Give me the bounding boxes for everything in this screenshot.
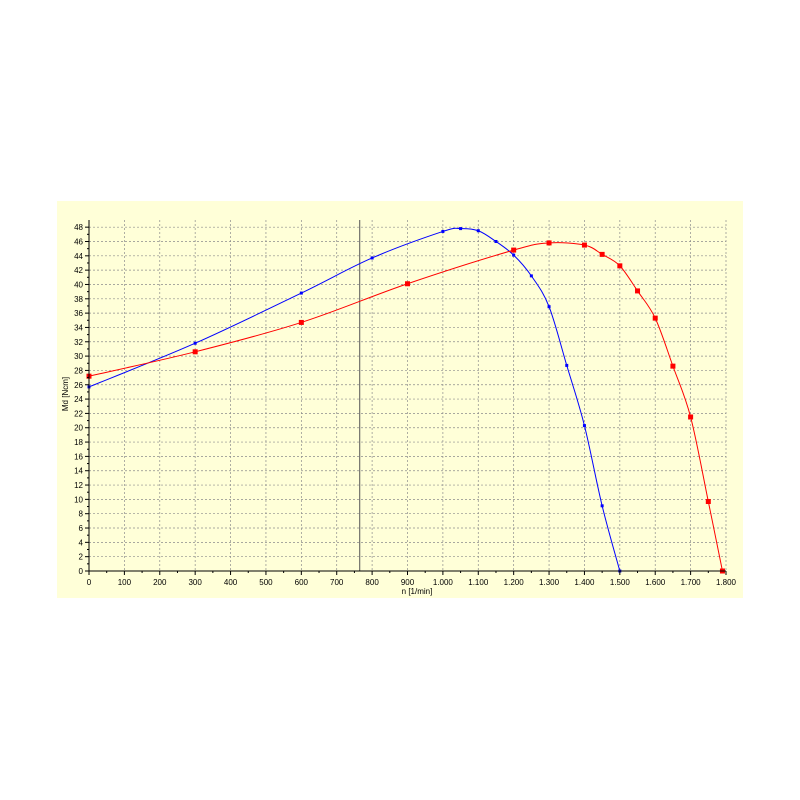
y-tick-label: 14 <box>74 467 83 476</box>
x-tick-label: 1.000 <box>433 578 454 587</box>
data-point <box>617 263 623 269</box>
y-tick-label: 12 <box>74 481 83 490</box>
chart-panel: 0 100 200 300 400 500 600 700 800 900 1.000 1.100 1.… <box>57 201 743 598</box>
data-point <box>459 227 463 231</box>
x-tick-label: 1.800 <box>716 578 737 587</box>
torque-speed-chart: 0 100 200 300 400 500 600 700 800 900 1.000 1.100 1.… <box>57 201 743 598</box>
x-tick-label: 1.700 <box>681 578 702 587</box>
data-point <box>635 288 641 294</box>
x-tick-label: 900 <box>401 578 415 587</box>
y-tick-label: 16 <box>74 452 83 461</box>
data-point <box>512 253 516 257</box>
x-axis-title: n [1/min] <box>402 587 433 596</box>
data-point <box>299 291 303 295</box>
chart-background <box>57 201 743 598</box>
x-tick-label: 500 <box>259 578 273 587</box>
data-point <box>370 256 374 260</box>
data-point <box>565 363 569 367</box>
y-axis-title: Md [Ncm] <box>61 377 70 411</box>
axes <box>85 220 727 575</box>
x-tick-label: 400 <box>224 578 238 587</box>
data-point <box>582 424 586 428</box>
y-tick-label: 22 <box>74 409 83 418</box>
data-point <box>546 240 552 246</box>
y-tick-label: 34 <box>74 323 83 332</box>
y-tick-label: 18 <box>74 438 83 447</box>
data-point <box>494 239 498 243</box>
data-point <box>193 341 197 345</box>
y-tick-label: 44 <box>74 252 83 261</box>
y-tick-label: 4 <box>79 538 84 547</box>
y-tick-label: 8 <box>79 510 84 519</box>
y-tick-label: 2 <box>79 553 84 562</box>
x-tick-labels: 0 100 200 300 400 500 600 700 800 900 1.000 1.100 1.… <box>87 578 737 587</box>
x-tick-label: 0 <box>87 578 92 587</box>
y-tick-label: 36 <box>74 309 83 318</box>
data-point <box>529 274 533 278</box>
y-tick-label: 20 <box>74 424 83 433</box>
x-tick-label: 300 <box>188 578 202 587</box>
y-tick-label: 42 <box>74 266 83 275</box>
data-point <box>705 499 711 505</box>
y-tick-label: 24 <box>74 395 83 404</box>
x-tick-label: 600 <box>295 578 309 587</box>
y-tick-label: 0 <box>79 567 84 576</box>
x-tick-label: 1.400 <box>574 578 595 587</box>
x-tick-label: 1.600 <box>645 578 666 587</box>
x-tick-label: 700 <box>330 578 344 587</box>
data-point <box>511 247 517 253</box>
data-point <box>670 363 676 369</box>
y-tick-label: 46 <box>74 237 83 246</box>
x-tick-label: 1.200 <box>504 578 525 587</box>
data-point <box>581 242 587 248</box>
x-tick-label: 100 <box>118 578 132 587</box>
y-tick-label: 30 <box>74 352 83 361</box>
y-tick-labels: 0246810121416182022242628303234363840424… <box>74 223 83 576</box>
data-point <box>599 251 605 257</box>
x-tick-label: 1.500 <box>610 578 631 587</box>
y-tick-label: 10 <box>74 495 83 504</box>
y-tick-label: 26 <box>74 381 83 390</box>
data-point <box>652 315 658 321</box>
x-tick-label: 1.100 <box>468 578 489 587</box>
y-tick-label: 38 <box>74 295 83 304</box>
data-point <box>405 281 410 287</box>
x-tick-label: 800 <box>365 578 379 587</box>
x-tick-label: 1.300 <box>539 578 560 587</box>
grid-lines <box>89 220 727 571</box>
x-tick-label: 200 <box>153 578 167 587</box>
data-point <box>192 349 198 355</box>
data-point <box>476 229 480 233</box>
y-tick-label: 32 <box>74 338 83 347</box>
y-tick-label: 48 <box>74 223 83 232</box>
y-tick-label: 28 <box>74 366 83 375</box>
data-point <box>441 229 445 233</box>
data-point <box>600 504 604 508</box>
y-tick-label: 6 <box>79 524 84 533</box>
data-point <box>688 414 694 420</box>
data-point <box>298 319 304 325</box>
y-tick-label: 40 <box>74 280 83 289</box>
data-point <box>547 305 551 309</box>
